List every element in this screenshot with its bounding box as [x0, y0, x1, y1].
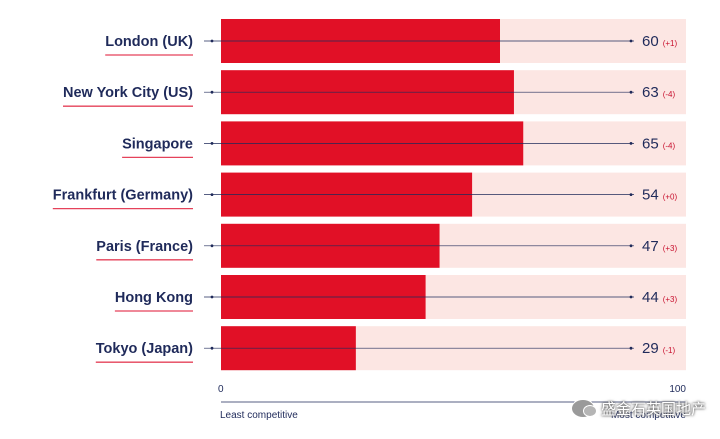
wechat-icon	[570, 399, 597, 418]
score: 63	[642, 84, 659, 101]
watermark: 盛金石英国地产	[570, 398, 706, 419]
score: 54	[642, 187, 659, 204]
change-label: (-4)	[663, 90, 676, 99]
leader-dot-right	[629, 90, 633, 94]
category-label: Paris (France)	[96, 239, 193, 255]
change-label: (+0)	[663, 193, 678, 202]
value-label: 63 (-4)	[642, 84, 675, 101]
leader-dot-right	[629, 39, 633, 43]
category-label: London (UK)	[105, 34, 193, 50]
leader-dot-left	[210, 295, 214, 299]
score: 65	[642, 135, 659, 152]
x-tick-label: 0	[218, 384, 224, 395]
leader-dot-right	[629, 346, 633, 350]
value-label: 54 (+0)	[642, 187, 677, 204]
value-label: 60 (+1)	[642, 33, 677, 50]
leader-dot-right	[629, 244, 633, 248]
leader-dot-left	[210, 90, 214, 94]
score: 29	[642, 340, 659, 357]
watermark-text: 盛金石英国地产	[600, 401, 706, 418]
x-axis-right-label: Most competitive	[611, 410, 686, 421]
change-label: (+3)	[663, 295, 678, 304]
score: 60	[642, 33, 659, 50]
category-label: Singapore	[122, 136, 193, 152]
category-label: Tokyo (Japan)	[96, 341, 193, 357]
change-label: (-4)	[663, 141, 676, 150]
x-axis-left-label: Least competitive	[220, 410, 298, 421]
category-label: Frankfurt (Germany)	[53, 188, 193, 204]
leader-dot-left	[210, 193, 214, 197]
change-label: (-1)	[663, 346, 676, 355]
leader-dot-left	[210, 39, 214, 43]
leader-dot-left	[210, 244, 214, 248]
change-label: (+1)	[663, 39, 678, 48]
value-label: 44 (+3)	[642, 289, 677, 306]
leader-dot-right	[629, 193, 633, 197]
value-label: 47 (+3)	[642, 238, 677, 255]
leader-dot-left	[210, 142, 214, 145]
category-label: New York City (US)	[63, 85, 193, 101]
leader-dot-right	[629, 295, 633, 299]
leader-dot-left	[210, 346, 214, 350]
value-label: 65 (-4)	[642, 135, 675, 152]
x-tick-label: 100	[669, 384, 686, 395]
value-label: 29 (-1)	[642, 340, 675, 357]
score: 47	[642, 238, 659, 255]
score: 44	[642, 289, 659, 306]
change-label: (+3)	[663, 244, 678, 253]
leader-dot-right	[629, 142, 633, 145]
category-label: Hong Kong	[115, 290, 193, 306]
